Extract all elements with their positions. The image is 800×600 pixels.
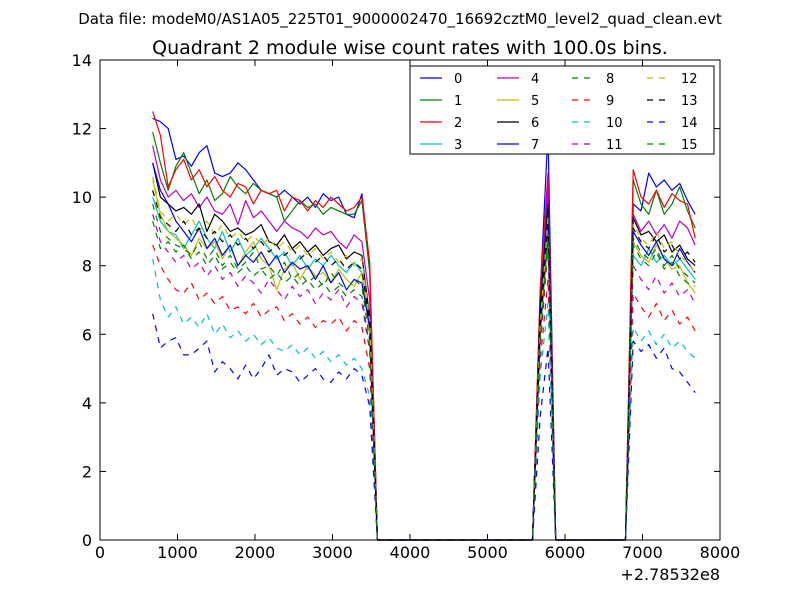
legend-label-2: 2	[454, 116, 462, 131]
legend-label-14: 14	[681, 116, 698, 131]
legend-label-1: 1	[454, 94, 462, 109]
legend-label-0: 0	[454, 72, 462, 87]
legend-label-4: 4	[531, 72, 539, 87]
series-line-1	[152, 131, 696, 541]
legend-label-8: 8	[606, 72, 614, 87]
y-tick-label: 6	[82, 325, 92, 344]
y-tick-label: 12	[72, 120, 92, 139]
legend-label-12: 12	[681, 72, 698, 87]
x-tick-label: 3000	[312, 543, 353, 562]
series-line-13	[152, 190, 696, 541]
y-tick-label: 4	[82, 394, 92, 413]
x-tick-label: 0	[95, 543, 105, 562]
x-tick-label: 4000	[390, 543, 431, 562]
series-line-9	[152, 244, 696, 541]
figure-suptitle: Data file: modeM0/AS1A05_225T01_90000024…	[78, 10, 722, 29]
x-tick-label: 5000	[467, 543, 508, 562]
legend-label-7: 7	[531, 138, 539, 153]
y-tick-label: 8	[82, 257, 92, 276]
legend-label-10: 10	[606, 116, 623, 131]
y-tick-label: 2	[82, 462, 92, 481]
series-line-2	[152, 111, 696, 541]
series-line-11	[152, 214, 696, 541]
legend-label-3: 3	[454, 138, 462, 153]
x-axis: 0 1000 2000 3000 4000 5000 6000 7000 8000	[95, 60, 740, 562]
y-tick-label: 10	[72, 188, 92, 207]
legend-label-6: 6	[531, 116, 539, 131]
series-line-6	[152, 162, 696, 541]
legend-label-11: 11	[606, 138, 623, 153]
series-line-3	[152, 196, 696, 541]
legend-label-9: 9	[606, 94, 614, 109]
plot-lines	[152, 111, 696, 541]
series-line-10	[152, 258, 696, 541]
series-line-15	[152, 220, 696, 541]
y-tick-label: 14	[72, 51, 92, 70]
legend-frame	[409, 65, 715, 155]
x-tick-label: 6000	[545, 543, 586, 562]
series-line-7	[152, 162, 696, 541]
legend-label-13: 13	[681, 94, 698, 109]
x-tick-label: 8000	[700, 543, 741, 562]
series-line-14	[152, 313, 696, 541]
chart-title: Quadrant 2 module wise count rates with …	[152, 37, 668, 59]
y-tick-label: 0	[82, 531, 92, 550]
legend-label-5: 5	[531, 94, 539, 109]
series-line-4	[152, 145, 696, 541]
x-tick-label: 2000	[235, 543, 276, 562]
series-line-5	[152, 179, 696, 541]
x-offset-label: +2.78532e8	[620, 565, 720, 584]
series-line-12	[152, 176, 696, 541]
legend-label-15: 15	[681, 138, 698, 153]
x-tick-label: 7000	[622, 543, 663, 562]
x-tick-label: 1000	[157, 543, 198, 562]
